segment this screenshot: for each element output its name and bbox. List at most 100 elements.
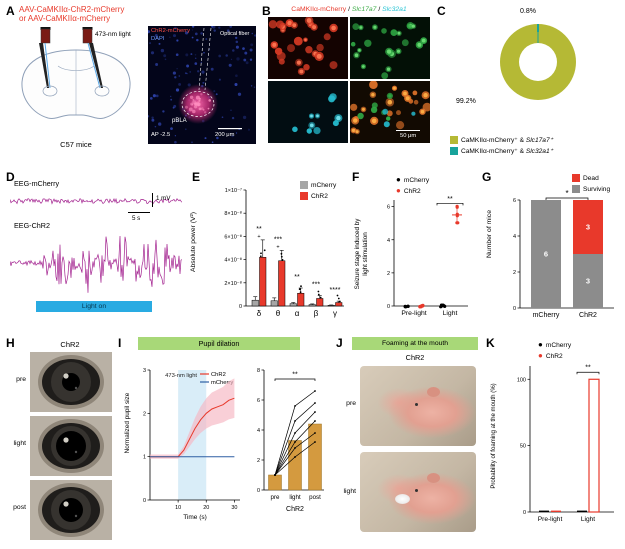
foaming-prob-chart: 0 50 100 Pre-light Light ** bbox=[517, 364, 614, 523]
eye-image-light bbox=[30, 416, 112, 476]
svg-text:2: 2 bbox=[513, 270, 516, 276]
optical-fiber-label: Optical fiber bbox=[220, 31, 250, 37]
seizure-ylabel: Seizure stage induced by light stimulati… bbox=[354, 190, 369, 318]
svg-text:4: 4 bbox=[387, 238, 390, 244]
foam-blob bbox=[394, 493, 410, 504]
svg-text:+: + bbox=[276, 244, 279, 250]
virus-title-line1: AAV-CaMKIIα-ChR2-mCherry bbox=[19, 5, 125, 14]
svg-text:**: ** bbox=[585, 364, 591, 371]
seizure-stage-plot: 0 2 4 6 ** Pre-light Light bbox=[387, 196, 468, 317]
legend-text: ChR2 bbox=[311, 192, 328, 200]
panel-label-c: C bbox=[437, 4, 446, 18]
legend-item: CaMKIIα-mCherry⁺ & Slc17a7⁺ bbox=[450, 136, 553, 144]
legend-text: mCherry bbox=[311, 181, 337, 189]
donut-hole bbox=[519, 43, 557, 81]
svg-text:50: 50 bbox=[520, 444, 526, 450]
svg-text:4: 4 bbox=[513, 234, 516, 240]
panel-label-f: F bbox=[352, 170, 360, 184]
ish-image-mcherry bbox=[268, 17, 348, 79]
svg-text:mCherry: mCherry bbox=[211, 380, 233, 386]
electrode-left bbox=[39, 43, 49, 88]
legend-item: ● ChR2 bbox=[538, 352, 571, 360]
donut-legend: CaMKIIα-mCherry⁺ & Slc17a7⁺ CaMKIIα-mChe… bbox=[450, 136, 553, 158]
svg-text:Light: Light bbox=[581, 516, 595, 523]
mouse-photo-pre bbox=[360, 366, 476, 446]
legend-item: ChR2 bbox=[300, 192, 336, 200]
panel-label-i: I bbox=[118, 336, 122, 350]
svg-text:pre: pre bbox=[271, 494, 281, 501]
pupil-images-title: ChR2 bbox=[60, 340, 80, 349]
pupil-timecourse-chart: 0 1 2 3 10 20 30 Time (s) 473-nm light ChR2 mCherr… bbox=[143, 368, 240, 521]
svg-text:***: *** bbox=[312, 282, 320, 289]
panel-label-g: G bbox=[482, 170, 492, 184]
legend-item: Surviving bbox=[572, 185, 610, 193]
panel-b-title: CaMKIIα-mCherry / Slc17a7 / Slc32a1 bbox=[266, 6, 432, 13]
svg-text:****: **** bbox=[330, 287, 341, 294]
donut-chart bbox=[500, 24, 576, 100]
pupil-row-label-post: post bbox=[13, 504, 26, 511]
scalebar-50um-line bbox=[396, 130, 420, 131]
legend-item: ● mCherry bbox=[396, 176, 429, 184]
svg-text:3: 3 bbox=[586, 277, 590, 286]
pupil-size-ylabel: Normalized pupil size bbox=[124, 392, 131, 454]
svg-text:0: 0 bbox=[143, 498, 146, 504]
svg-text:mCherry: mCherry bbox=[533, 312, 560, 319]
svg-text:0: 0 bbox=[523, 510, 526, 516]
svg-text:**: ** bbox=[447, 196, 453, 203]
scalebar-50um-label: 50 μm bbox=[400, 133, 417, 139]
svg-text:**: ** bbox=[256, 226, 262, 233]
bla-fluorescence-image: ChR2-mCherry DAPI Optical fiber pBLA AP … bbox=[148, 26, 256, 144]
svg-text:2×10⁻⁸: 2×10⁻⁸ bbox=[224, 280, 242, 287]
legend-text: ChR2 bbox=[545, 352, 563, 360]
legend-text: Surviving bbox=[583, 185, 611, 193]
legend-text: CaMKIIα-mCherry⁺ & Slc32a1⁺ bbox=[461, 148, 554, 155]
svg-text:0: 0 bbox=[257, 488, 260, 494]
foaming-header: Foaming at the mouth bbox=[352, 337, 478, 350]
eeg-mcherry-label: EEG-mCherry bbox=[14, 179, 60, 188]
seizure-ylabel-line2: light stimulation bbox=[361, 232, 369, 276]
svg-text:8: 8 bbox=[257, 368, 260, 374]
power-bar-chart: 02×10⁻⁸4×10⁻⁸6×10⁻⁸8×10⁻⁸1×10⁻⁷δ+**θ+***… bbox=[224, 187, 344, 318]
light-label: 473-nm light bbox=[95, 31, 131, 38]
svg-text:2: 2 bbox=[257, 458, 260, 464]
light-on-label: Light on bbox=[81, 303, 107, 310]
pbla-label: pBLA bbox=[172, 118, 187, 124]
svg-text:1×10⁻⁷: 1×10⁻⁷ bbox=[225, 187, 242, 194]
scalebar-200um-label: 200 μm bbox=[215, 132, 235, 138]
seizure-ylabel-line1: Seizure stage induced by bbox=[354, 218, 361, 290]
title-slc32a1: Slc32a1 bbox=[382, 6, 407, 13]
panel-label-k: K bbox=[486, 336, 495, 350]
svg-text:**: ** bbox=[292, 372, 298, 379]
mouse-strain-label: C57 mice bbox=[60, 140, 92, 149]
svg-text:**: ** bbox=[294, 274, 300, 281]
svg-text:6: 6 bbox=[544, 250, 548, 259]
eeg-trace-chr2 bbox=[10, 235, 182, 293]
svg-text:0: 0 bbox=[239, 304, 242, 310]
svg-text:β: β bbox=[314, 309, 319, 318]
legend-item: ● mCherry bbox=[538, 341, 571, 349]
svg-text:6: 6 bbox=[513, 198, 516, 204]
eeg-trace-mcherry bbox=[10, 197, 182, 205]
legend-swatch-slc32a1 bbox=[450, 147, 458, 155]
virus-title: AAV-CaMKIIα-ChR2-mCherry or AAV-CaMKIIα-… bbox=[19, 5, 124, 24]
panel-label-h: H bbox=[6, 336, 15, 350]
pupil-prepost-chart: 0 2 4 6 8 ** pre light post ChR2 bbox=[257, 368, 324, 513]
scale-1mv-label: 1 mV bbox=[156, 195, 171, 202]
svg-text:γ: γ bbox=[333, 309, 337, 318]
panel-label-b: B bbox=[262, 4, 271, 18]
legend-text: Dead bbox=[583, 174, 599, 182]
mcherry-image-label: ChR2-mCherry bbox=[151, 28, 190, 34]
donut-small-pct: 0.8% bbox=[520, 8, 536, 15]
virus-title-line2: or AAV-CaMKIIα-mCherry bbox=[19, 14, 111, 24]
svg-text:0: 0 bbox=[387, 304, 390, 310]
legend-dot-mcherry: ● bbox=[538, 340, 543, 349]
legend-text: mCherry bbox=[403, 176, 430, 184]
survival-stacked-bar-chart: 0 2 4 6 6 mCherry 3 3 ChR2 * bbox=[513, 189, 614, 319]
svg-text:3: 3 bbox=[586, 223, 590, 232]
legend-swatch-mcherry bbox=[300, 181, 308, 189]
scalebar-horizontal bbox=[128, 212, 150, 213]
power-legend: mCherry ChR2 bbox=[300, 181, 336, 203]
light-on-bar: Light on bbox=[36, 301, 152, 312]
svg-text:6: 6 bbox=[257, 398, 260, 404]
